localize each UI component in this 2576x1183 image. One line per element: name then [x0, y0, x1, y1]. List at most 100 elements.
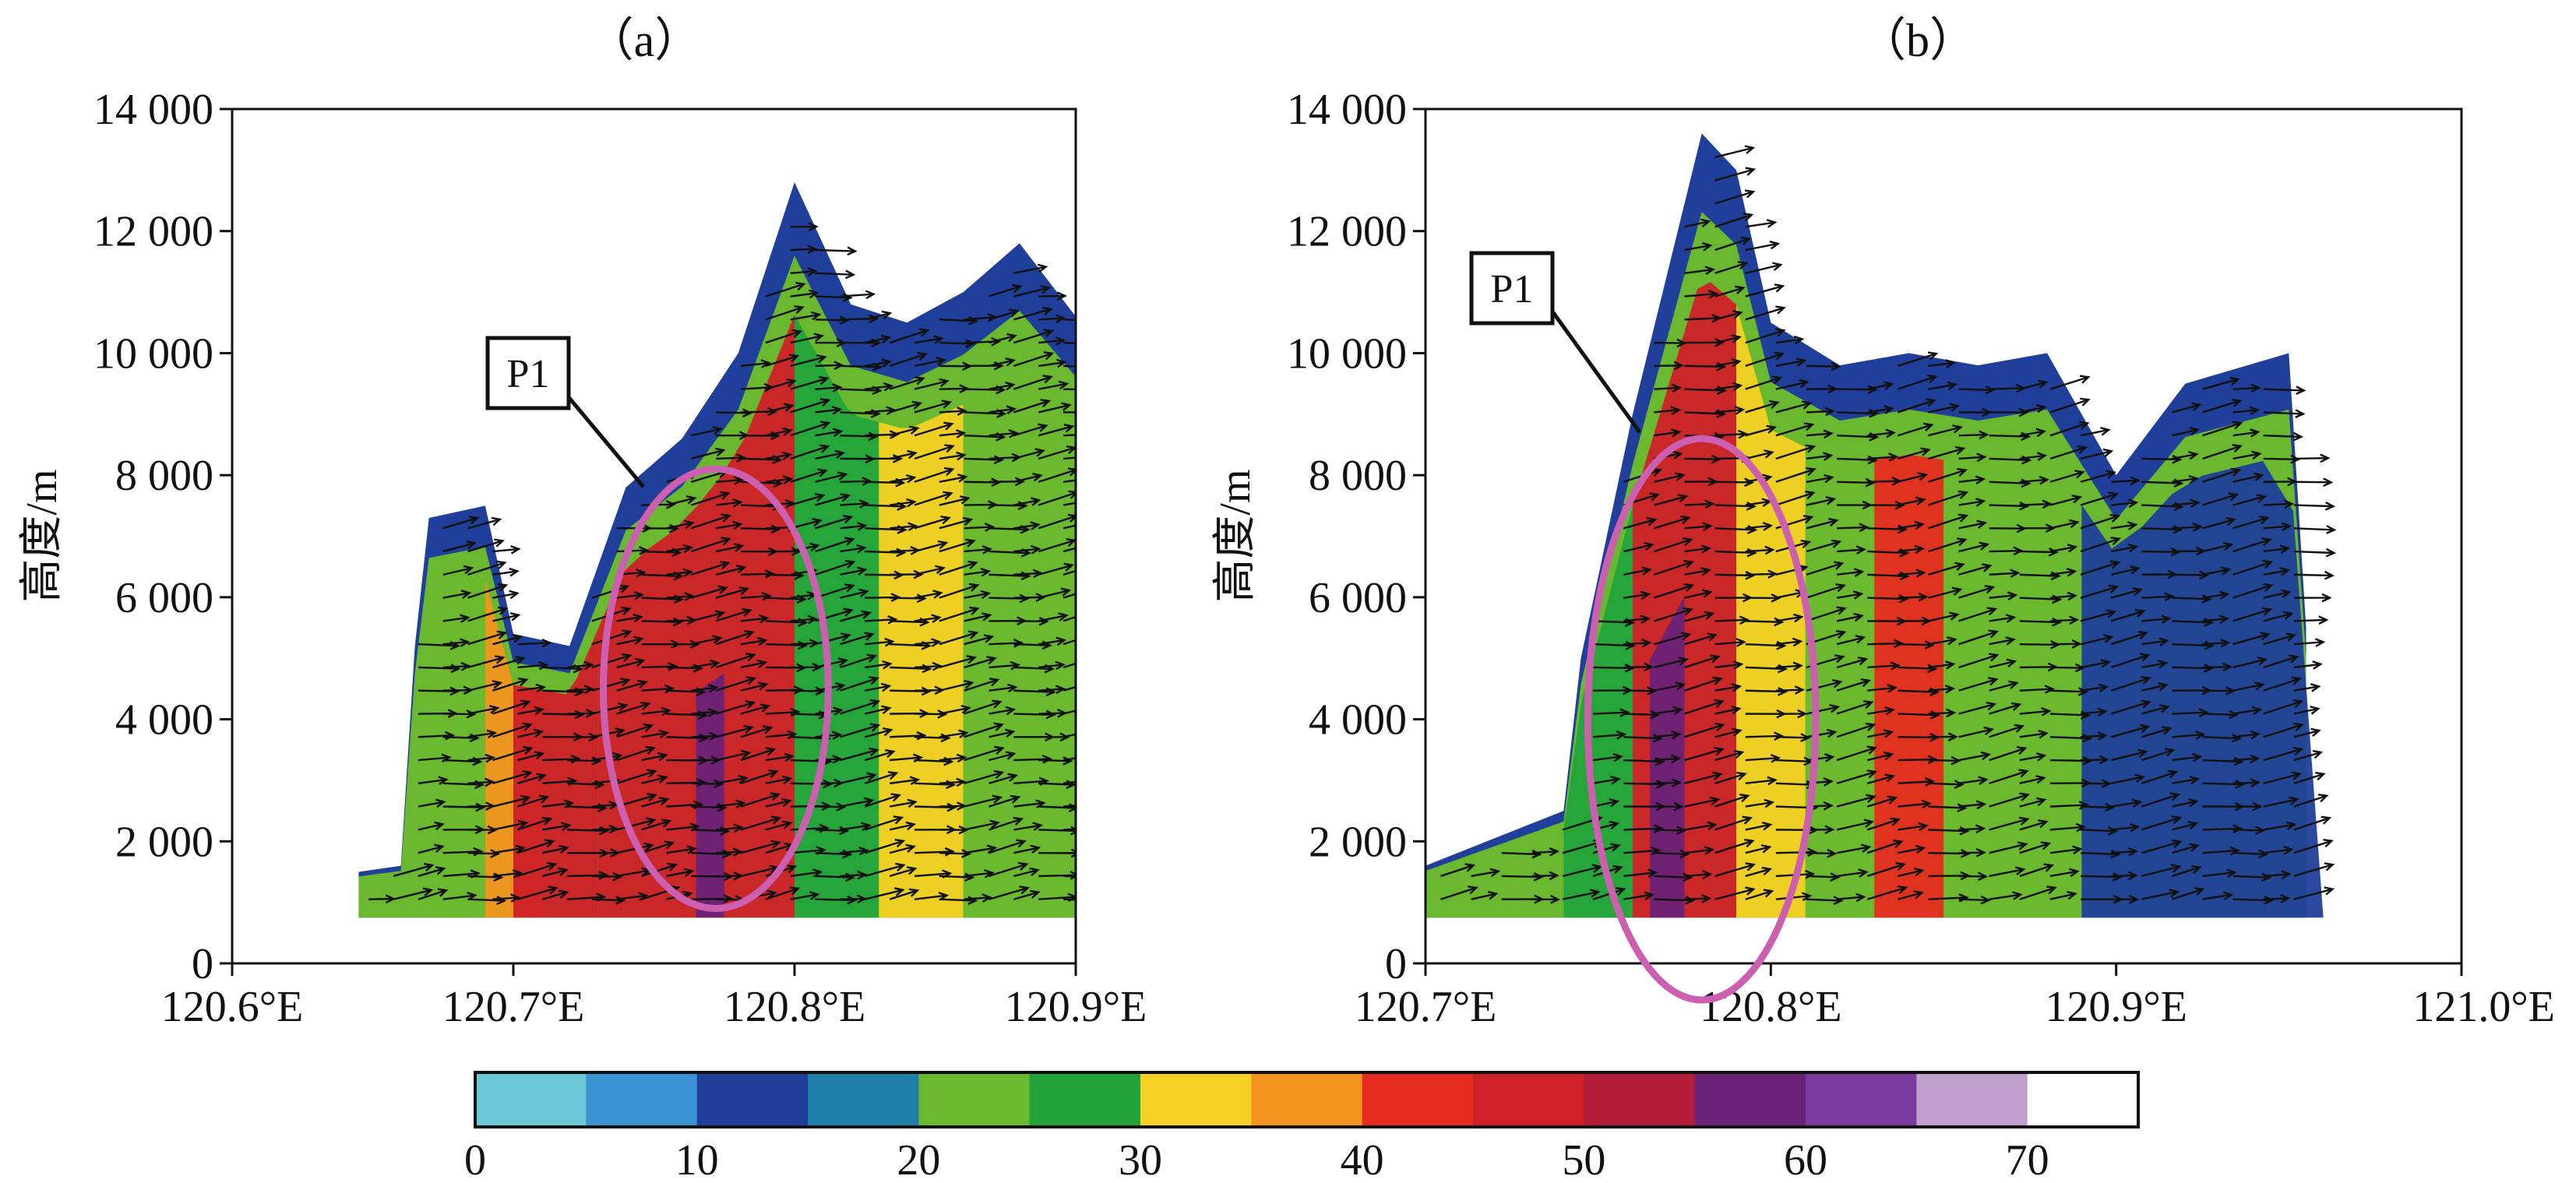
panel-a-wind-arrowhead	[861, 822, 872, 832]
panel-b-wind-arrowhead	[1918, 822, 1929, 832]
panel-a-wind-vector	[765, 429, 791, 437]
panel-b-wind-arrowhead	[2195, 730, 2206, 740]
panel-a-wind-arrowhead	[988, 678, 1000, 687]
panel-b-wind-vector	[2110, 523, 2137, 530]
panel-b-wind-vector	[1714, 773, 1746, 784]
panel-a-wind-arrowhead	[983, 634, 995, 643]
panel-a-wind-vector	[541, 847, 568, 854]
panel-b-wind-vector	[2172, 733, 2204, 738]
panel-b-wind-arrowhead	[1951, 586, 1963, 596]
panel-a-wind-vector	[988, 686, 1016, 692]
panel-b-wind-vector	[1836, 747, 1876, 762]
panel-a-wind-vector	[765, 643, 806, 646]
panel-a-wind-vector	[815, 805, 844, 808]
panel-a-wind-vector	[542, 666, 582, 671]
panel-a-wind-vector	[964, 896, 991, 900]
panel-b-wind-arrowhead	[1858, 868, 1869, 878]
panel-b-wind-vector	[2293, 685, 2320, 692]
panel-a-wind-vector	[914, 401, 950, 414]
panel-a-wind-vector	[542, 780, 576, 785]
panel-a-wind-arrowhead	[815, 686, 826, 696]
panel-b-wind-vector	[2080, 685, 2107, 692]
panel-a-wind-vector	[864, 864, 904, 878]
panel-b-wind-vector	[1867, 664, 1899, 669]
panel-a-wind-vector	[1062, 805, 1076, 808]
panel-a-wind-arrowhead	[840, 493, 851, 502]
panel-a-wind-vector	[716, 850, 742, 854]
panel-b-wind-vector	[2232, 452, 2261, 460]
panel-a-wind-arrowhead	[434, 843, 445, 853]
panel-b-wind-vector	[2080, 851, 2119, 856]
colorbar-tick-label: 50	[1562, 1136, 1605, 1183]
panel-a-wind-arrowhead	[770, 792, 781, 801]
panel-a-wind-arrowhead	[1055, 358, 1067, 368]
panel-a-wind-vector	[815, 295, 851, 299]
panel-b-wind-vector	[2080, 493, 2117, 506]
panel-a-wind-vector	[1062, 733, 1076, 738]
panel-b-wind-arrowhead	[1830, 872, 1841, 882]
panel-b-y-tick-label: 0	[1385, 940, 1407, 988]
panel-a-wind-vector	[939, 898, 976, 902]
panel-b-wind-vector	[1714, 408, 1743, 414]
panel-b-wind-arrowhead	[1774, 731, 1785, 741]
panel-a-wind-arrowhead	[791, 547, 802, 556]
panel-b-wind-vector	[2232, 875, 2270, 879]
panel-a-wind-arrowhead	[932, 590, 943, 599]
panel-b-y-tick-label: 4 000	[1309, 696, 1407, 745]
panel-b-wind-vector	[2232, 584, 2272, 599]
panel-b-wind-arrowhead	[1764, 545, 1775, 555]
panel-a-wind-vector	[914, 616, 940, 622]
panel-b-wind-arrowhead	[1890, 817, 1901, 826]
panel-a-wind-arrowhead	[520, 794, 531, 805]
panel-a-wind-vector	[914, 782, 954, 786]
panel-b-wind-vector	[1958, 803, 1985, 808]
panel-a-wind-arrowhead	[956, 451, 967, 461]
panel-a-wind-arrowhead	[835, 681, 846, 692]
panel-a-wind-vector	[964, 747, 1003, 762]
panel-b-wind-vector	[1989, 794, 2028, 808]
panel-a-wind-arrowhead	[738, 586, 750, 596]
panel-a-wind-vector	[418, 801, 445, 808]
panel-b-wind-vector	[2019, 478, 2048, 483]
panel-a-wind-vector	[492, 796, 530, 808]
panel-b-wind-vector	[2110, 776, 2144, 785]
panel-a-wind-arrowhead	[591, 756, 602, 766]
panel-b-wind-arrowhead	[2249, 754, 2261, 764]
panel-b-wind-vector	[1898, 547, 1923, 553]
panel-b-wind-arrowhead	[2079, 375, 2091, 384]
panel-a-wind-arrowhead	[864, 632, 875, 641]
panel-b-wind-arrowhead	[1829, 704, 1841, 713]
panel-a-wind-vector	[690, 562, 729, 576]
panel-b-wind-vector	[2202, 642, 2229, 646]
panel-a-wind-arrowhead	[770, 815, 782, 825]
panel-b-wind-vector	[1898, 780, 1933, 785]
panel-b-wind-vector	[1837, 435, 1877, 438]
panel-b-wind-vector	[2080, 636, 2113, 646]
panel-a-wind-arrowhead	[869, 676, 879, 685]
panel-a-wind-vector	[1013, 869, 1038, 878]
panel-a-wind-vector	[964, 614, 991, 622]
panel-b-wind-arrowhead	[1893, 639, 1905, 649]
panel-b-wind-vector	[1714, 262, 1747, 274]
panel-b-wind-arrowhead	[2129, 894, 2140, 904]
panel-a-wind-vector	[517, 708, 543, 715]
panel-b-wind-arrowhead	[2279, 567, 2291, 576]
panel-a-wind-vector	[716, 826, 742, 831]
panel-a-wind-vector	[492, 614, 520, 622]
panel-b-wind-vector	[2049, 618, 2077, 622]
panel-a-wind-arrowhead	[894, 887, 905, 896]
panel-b-wind-arrowhead	[1680, 515, 1691, 525]
panel-a-wind-vector	[1038, 805, 1076, 809]
panel-b-wind-vector	[2080, 471, 2115, 483]
panel-b-wind-vector	[1745, 734, 1782, 738]
panel-a-wind-vector	[815, 452, 844, 460]
panel-a-wind-vector	[1013, 375, 1052, 390]
panel-b-wind-vector	[1806, 706, 1838, 715]
panel-a-wind-arrowhead	[786, 378, 797, 388]
panel-a-wind-vector	[566, 688, 593, 692]
panel-a-wind-vector	[988, 407, 1015, 414]
panel-a-wind-arrowhead	[1063, 562, 1074, 572]
panel-b-wind-arrowhead	[1767, 569, 1778, 579]
panel-a-wind-vector	[691, 428, 721, 437]
panel-a-wind-vector	[616, 770, 656, 784]
